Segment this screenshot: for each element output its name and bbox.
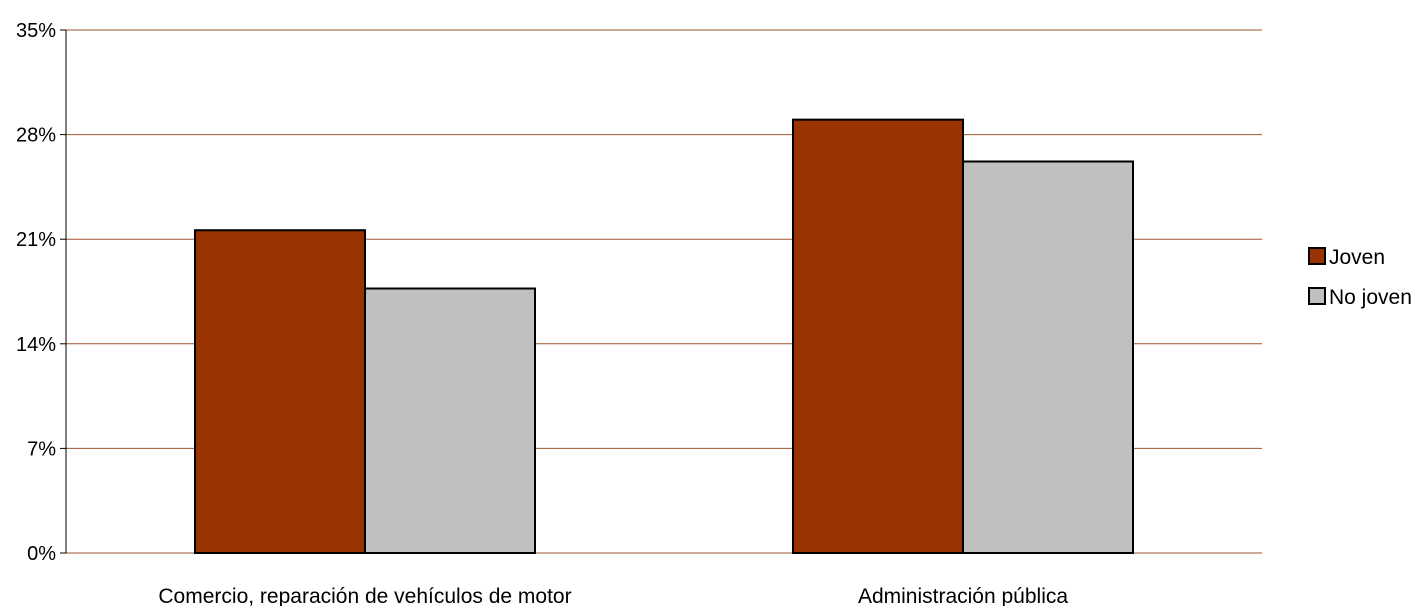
y-tick-label: 21% [16, 229, 56, 251]
legend-label: Joven [1329, 246, 1385, 269]
y-tick-label: 0% [27, 543, 56, 565]
y-tick-label: 7% [27, 438, 56, 460]
category-label: Administración pública [858, 585, 1068, 606]
legend: Joven No joven [1308, 246, 1412, 309]
legend-swatch [1308, 287, 1326, 305]
bars [194, 118, 1134, 555]
bar-no-joven [364, 287, 536, 554]
legend-swatch [1308, 247, 1326, 265]
y-axis-ticks: 0% 7% 14% 21% 28% 35% [16, 20, 66, 565]
x-axis-categories: Comercio, reparación de vehículos de mot… [158, 585, 1068, 606]
legend-label: No joven [1329, 286, 1412, 309]
bar-joven [194, 229, 366, 554]
y-tick-label: 14% [16, 334, 56, 356]
y-tick-label: 35% [16, 20, 56, 42]
y-tick-label: 28% [16, 125, 56, 147]
category-label: Comercio, reparación de vehículos de mot… [158, 585, 571, 606]
bar-no-joven [962, 160, 1134, 555]
bar-joven [792, 118, 964, 555]
